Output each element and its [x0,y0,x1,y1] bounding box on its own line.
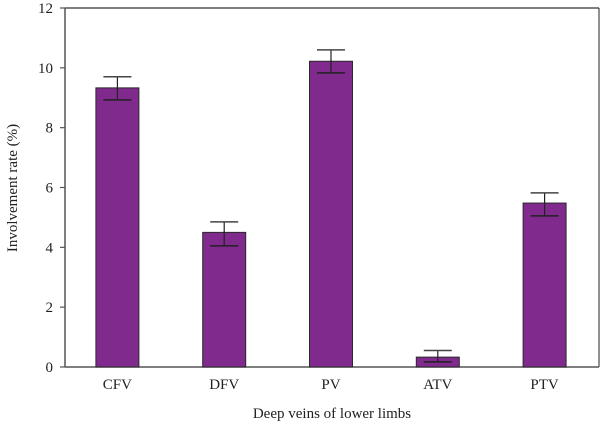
bar-pv [309,60,353,368]
y-tick-label: 8 [46,121,54,137]
bars [95,60,567,368]
y-tick-label: 2 [46,300,54,316]
y-axis-ticks: 0 2 4 6 8 10 12 [38,1,65,376]
bar-ptv [522,202,567,368]
y-tick-label: 12 [38,1,53,17]
bar-cfv [95,87,140,368]
error-bars [103,49,559,363]
x-axis-tick-labels: CFV DFV PV ATV PTV [103,377,559,393]
x-tick-label: PV [321,377,340,393]
y-tick-label: 4 [46,240,54,256]
bar-dfv [202,231,247,368]
y-tick-label: 6 [46,181,54,197]
x-axis-title: Deep veins of lower limbs [253,406,411,422]
y-tick-label: 0 [46,360,54,376]
y-axis-title: Involvement rate (%) [5,124,21,252]
x-tick-label: DFV [209,377,239,393]
x-tick-label: PTV [530,377,559,393]
y-tick-label: 10 [38,61,53,77]
x-tick-label: CFV [103,377,132,393]
x-tick-label: ATV [423,377,452,393]
